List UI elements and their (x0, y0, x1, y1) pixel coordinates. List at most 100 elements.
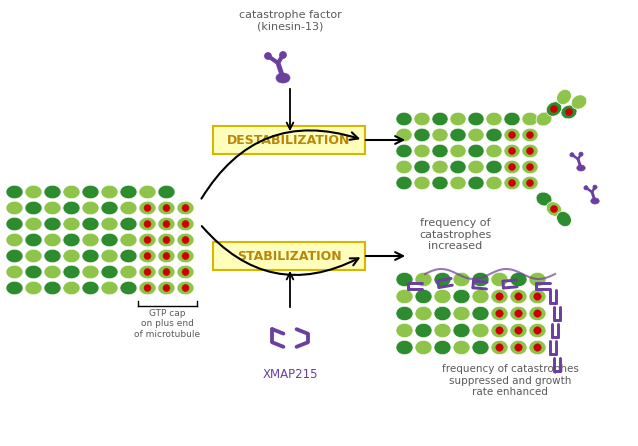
Ellipse shape (529, 340, 546, 355)
Ellipse shape (25, 201, 42, 215)
FancyArrowPatch shape (202, 226, 359, 275)
Circle shape (182, 220, 189, 227)
Ellipse shape (434, 340, 451, 355)
Ellipse shape (468, 144, 484, 158)
Ellipse shape (6, 265, 23, 279)
Ellipse shape (414, 160, 430, 174)
Ellipse shape (491, 340, 508, 355)
Ellipse shape (546, 102, 561, 116)
Ellipse shape (453, 306, 470, 321)
FancyBboxPatch shape (213, 242, 365, 270)
Ellipse shape (396, 176, 412, 190)
Ellipse shape (486, 144, 502, 158)
Ellipse shape (591, 198, 599, 204)
Circle shape (579, 152, 583, 156)
Ellipse shape (414, 176, 430, 190)
Ellipse shape (44, 217, 61, 231)
Circle shape (496, 327, 503, 334)
Ellipse shape (453, 272, 470, 287)
Circle shape (144, 236, 151, 244)
FancyArrowPatch shape (366, 252, 403, 260)
FancyArrowPatch shape (366, 136, 403, 144)
Circle shape (496, 344, 503, 351)
Ellipse shape (25, 265, 42, 279)
Circle shape (163, 236, 170, 244)
Ellipse shape (158, 249, 175, 263)
Ellipse shape (396, 340, 413, 355)
Ellipse shape (522, 128, 538, 142)
Ellipse shape (472, 323, 489, 338)
Ellipse shape (468, 176, 484, 190)
Ellipse shape (486, 176, 502, 190)
Ellipse shape (529, 306, 546, 321)
Ellipse shape (504, 176, 520, 190)
Ellipse shape (82, 201, 99, 215)
Ellipse shape (396, 128, 412, 142)
Circle shape (144, 268, 151, 276)
Ellipse shape (396, 323, 413, 338)
Circle shape (163, 204, 170, 211)
Text: catastrophe factor
(kinesin-13): catastrophe factor (kinesin-13) (239, 10, 341, 32)
Ellipse shape (415, 289, 432, 304)
Ellipse shape (44, 233, 61, 247)
Ellipse shape (504, 112, 520, 126)
Circle shape (496, 293, 503, 300)
Ellipse shape (158, 281, 175, 295)
Ellipse shape (44, 265, 61, 279)
Ellipse shape (6, 185, 23, 199)
Ellipse shape (432, 176, 448, 190)
Ellipse shape (522, 144, 538, 158)
Ellipse shape (415, 272, 432, 287)
Circle shape (570, 153, 574, 157)
Ellipse shape (504, 128, 520, 142)
Ellipse shape (6, 217, 23, 231)
Text: XMAP215: XMAP215 (262, 368, 318, 380)
FancyArrowPatch shape (202, 130, 358, 198)
Circle shape (534, 327, 541, 334)
Ellipse shape (415, 306, 432, 321)
Circle shape (526, 148, 533, 154)
Ellipse shape (177, 281, 194, 295)
Ellipse shape (139, 281, 156, 295)
Ellipse shape (158, 201, 175, 215)
Ellipse shape (396, 160, 412, 174)
Ellipse shape (510, 306, 527, 321)
Ellipse shape (491, 306, 508, 321)
Ellipse shape (414, 112, 430, 126)
Ellipse shape (101, 249, 118, 263)
Circle shape (182, 285, 189, 292)
Ellipse shape (414, 128, 430, 142)
Ellipse shape (25, 233, 42, 247)
Ellipse shape (44, 281, 61, 295)
Ellipse shape (491, 289, 508, 304)
Ellipse shape (504, 160, 520, 174)
Circle shape (163, 252, 170, 260)
Ellipse shape (468, 112, 484, 126)
Ellipse shape (472, 340, 489, 355)
Circle shape (279, 51, 286, 58)
Circle shape (265, 53, 272, 59)
Ellipse shape (486, 160, 502, 174)
Ellipse shape (120, 281, 137, 295)
Ellipse shape (25, 185, 42, 199)
Ellipse shape (510, 340, 527, 355)
Text: GTP cap
on plus end
of microtubule: GTP cap on plus end of microtubule (135, 309, 200, 339)
Ellipse shape (522, 160, 538, 174)
Ellipse shape (529, 272, 546, 287)
Ellipse shape (158, 233, 175, 247)
Circle shape (163, 285, 170, 292)
Ellipse shape (432, 112, 448, 126)
Ellipse shape (6, 281, 23, 295)
Ellipse shape (120, 201, 137, 215)
Ellipse shape (139, 265, 156, 279)
Ellipse shape (63, 233, 80, 247)
Ellipse shape (101, 265, 118, 279)
Ellipse shape (432, 144, 448, 158)
Ellipse shape (396, 306, 413, 321)
Ellipse shape (25, 281, 42, 295)
Ellipse shape (63, 281, 80, 295)
Ellipse shape (158, 217, 175, 231)
Ellipse shape (139, 185, 156, 199)
Ellipse shape (158, 185, 175, 199)
Ellipse shape (414, 144, 430, 158)
